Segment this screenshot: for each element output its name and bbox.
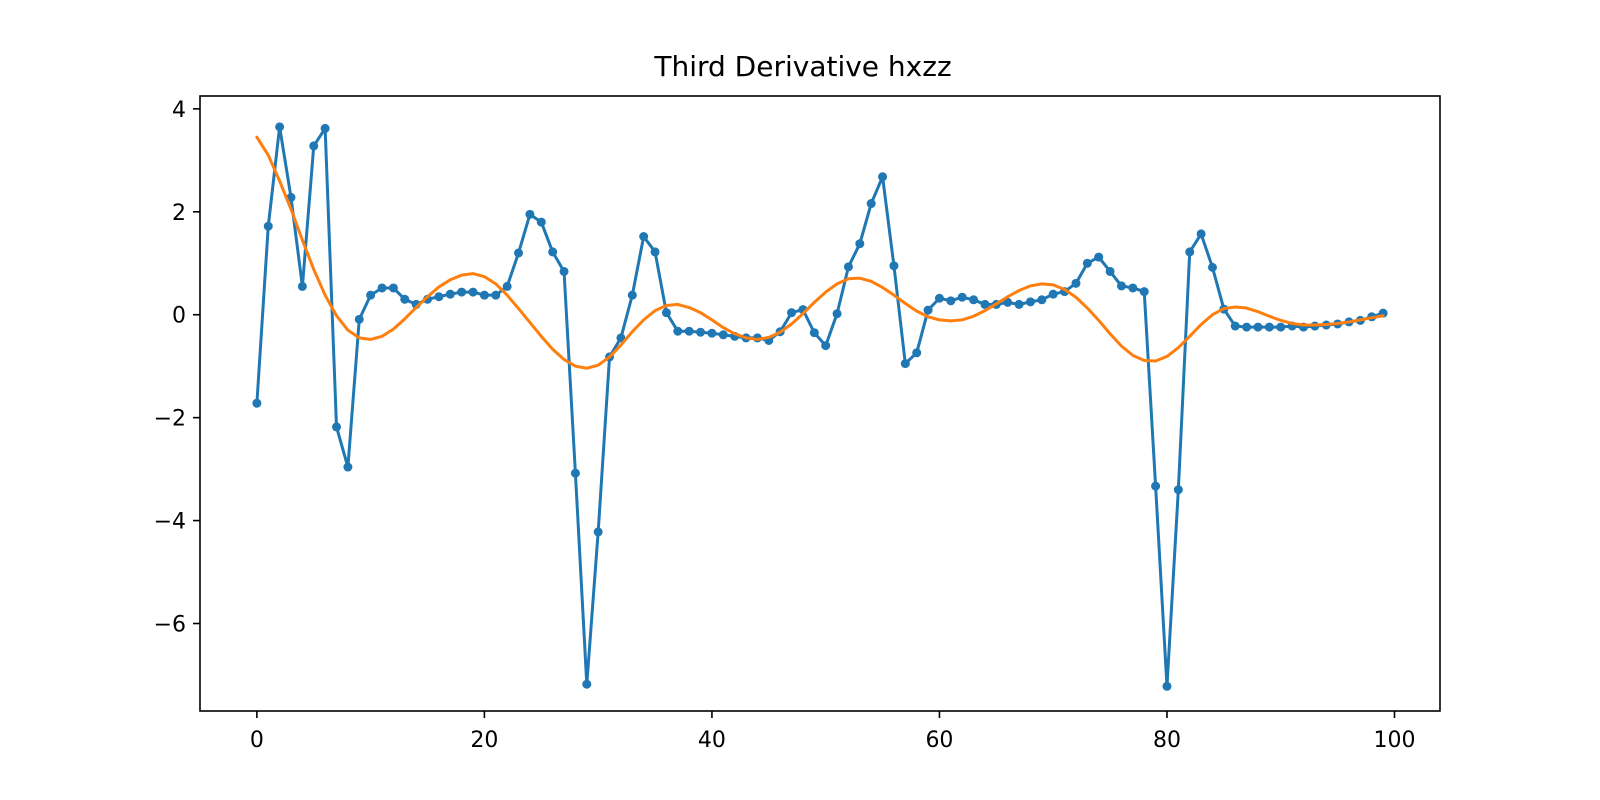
series-1-point bbox=[684, 326, 694, 336]
x-tick-label: 0 bbox=[250, 728, 264, 753]
series-1-point bbox=[445, 289, 455, 299]
series-1-point bbox=[957, 292, 967, 302]
series-1-point bbox=[843, 262, 853, 272]
series-1-point bbox=[1048, 289, 1058, 299]
x-tick-label: 60 bbox=[925, 728, 953, 753]
series-1-point bbox=[787, 308, 797, 318]
series-1-point bbox=[934, 293, 944, 303]
series-1-point bbox=[855, 239, 865, 249]
series-1-point bbox=[923, 305, 933, 315]
series-1-point bbox=[866, 199, 876, 209]
series-1-point bbox=[1014, 299, 1024, 309]
series-1-point bbox=[673, 326, 683, 336]
series-1-point bbox=[491, 290, 501, 300]
series-1-point bbox=[980, 299, 990, 309]
series-1-point bbox=[593, 527, 603, 537]
series-1-point bbox=[718, 330, 728, 340]
series-1-point bbox=[343, 462, 353, 472]
y-tick-label: 4 bbox=[172, 98, 186, 123]
series-1-point bbox=[832, 309, 842, 319]
series-1-point bbox=[900, 359, 910, 369]
series-1-point bbox=[946, 296, 956, 306]
series-1-point bbox=[1025, 297, 1035, 307]
series-1-point bbox=[332, 422, 342, 432]
series-2-line bbox=[255, 135, 1385, 370]
series-1-point bbox=[570, 468, 580, 478]
series-1-point bbox=[969, 295, 979, 305]
series-1-point bbox=[468, 287, 478, 297]
x-tick-label: 40 bbox=[698, 728, 726, 753]
series-1-point bbox=[821, 341, 831, 351]
series-1-point bbox=[548, 247, 558, 257]
series-1-point bbox=[479, 290, 489, 300]
series-1-point bbox=[275, 122, 285, 132]
series-1-point bbox=[536, 217, 546, 227]
series-1-point bbox=[1105, 266, 1115, 276]
series-1-point bbox=[696, 327, 706, 337]
series-1-point bbox=[1230, 321, 1240, 331]
x-tick-label: 20 bbox=[470, 728, 498, 753]
series-1-point bbox=[1264, 322, 1274, 332]
series-1-point bbox=[514, 248, 524, 258]
series-1-point bbox=[1128, 283, 1138, 293]
series-1-point bbox=[263, 221, 273, 231]
series-1-point bbox=[912, 348, 922, 358]
series-1-point bbox=[388, 283, 398, 293]
series-1-point bbox=[1139, 287, 1149, 297]
series-1-line bbox=[255, 125, 1385, 688]
series-1-point bbox=[1082, 258, 1092, 268]
y-tick-label: −6 bbox=[154, 613, 186, 638]
series-1-point bbox=[559, 266, 569, 276]
series-1-point bbox=[809, 328, 819, 338]
series-1-point bbox=[1094, 252, 1104, 262]
series-1-point bbox=[457, 287, 467, 297]
series-1-point bbox=[400, 294, 410, 304]
series-1-point bbox=[1071, 278, 1081, 288]
series-1-point bbox=[354, 314, 364, 324]
series-1-point bbox=[889, 261, 899, 271]
series-1-point bbox=[1253, 322, 1263, 332]
series-1-point bbox=[434, 292, 444, 302]
series-1-point bbox=[1207, 262, 1217, 272]
series-1-point bbox=[525, 209, 535, 219]
series-1-point bbox=[1185, 247, 1195, 257]
y-tick-label: −2 bbox=[154, 407, 186, 432]
plot-frame bbox=[199, 95, 1441, 712]
series-1-point bbox=[627, 290, 637, 300]
series-1-point bbox=[1037, 295, 1047, 305]
series-1-point bbox=[1003, 297, 1013, 307]
x-tick-label: 100 bbox=[1373, 728, 1415, 753]
series-1-point bbox=[1196, 229, 1206, 239]
y-tick-label: −4 bbox=[154, 510, 186, 535]
series-1-point bbox=[252, 398, 262, 408]
series-1-point bbox=[582, 679, 592, 689]
series-1-point bbox=[297, 281, 307, 291]
series-1-point bbox=[320, 123, 330, 133]
series-1-point bbox=[1276, 322, 1286, 332]
series-1-point bbox=[1151, 481, 1161, 491]
series-1-point bbox=[1116, 281, 1126, 291]
series-1-point bbox=[366, 290, 376, 300]
series-1-point bbox=[1162, 681, 1172, 691]
series-layer bbox=[252, 122, 1388, 691]
series-1-point bbox=[502, 281, 512, 291]
y-tick-label: 0 bbox=[172, 304, 186, 329]
chart-title: Third Derivative hxzz bbox=[653, 50, 951, 83]
series-1-point bbox=[639, 231, 649, 241]
series-1-point bbox=[707, 328, 717, 338]
series-1-point bbox=[661, 308, 671, 318]
series-1-point bbox=[878, 172, 888, 182]
series-1-point bbox=[1242, 322, 1252, 332]
series-1-point bbox=[377, 283, 387, 293]
series-1-point bbox=[1173, 485, 1183, 495]
y-tick-label: 2 bbox=[172, 201, 186, 226]
x-tick-label: 80 bbox=[1153, 728, 1181, 753]
series-1-point bbox=[309, 141, 319, 151]
series-1-point bbox=[650, 247, 660, 257]
